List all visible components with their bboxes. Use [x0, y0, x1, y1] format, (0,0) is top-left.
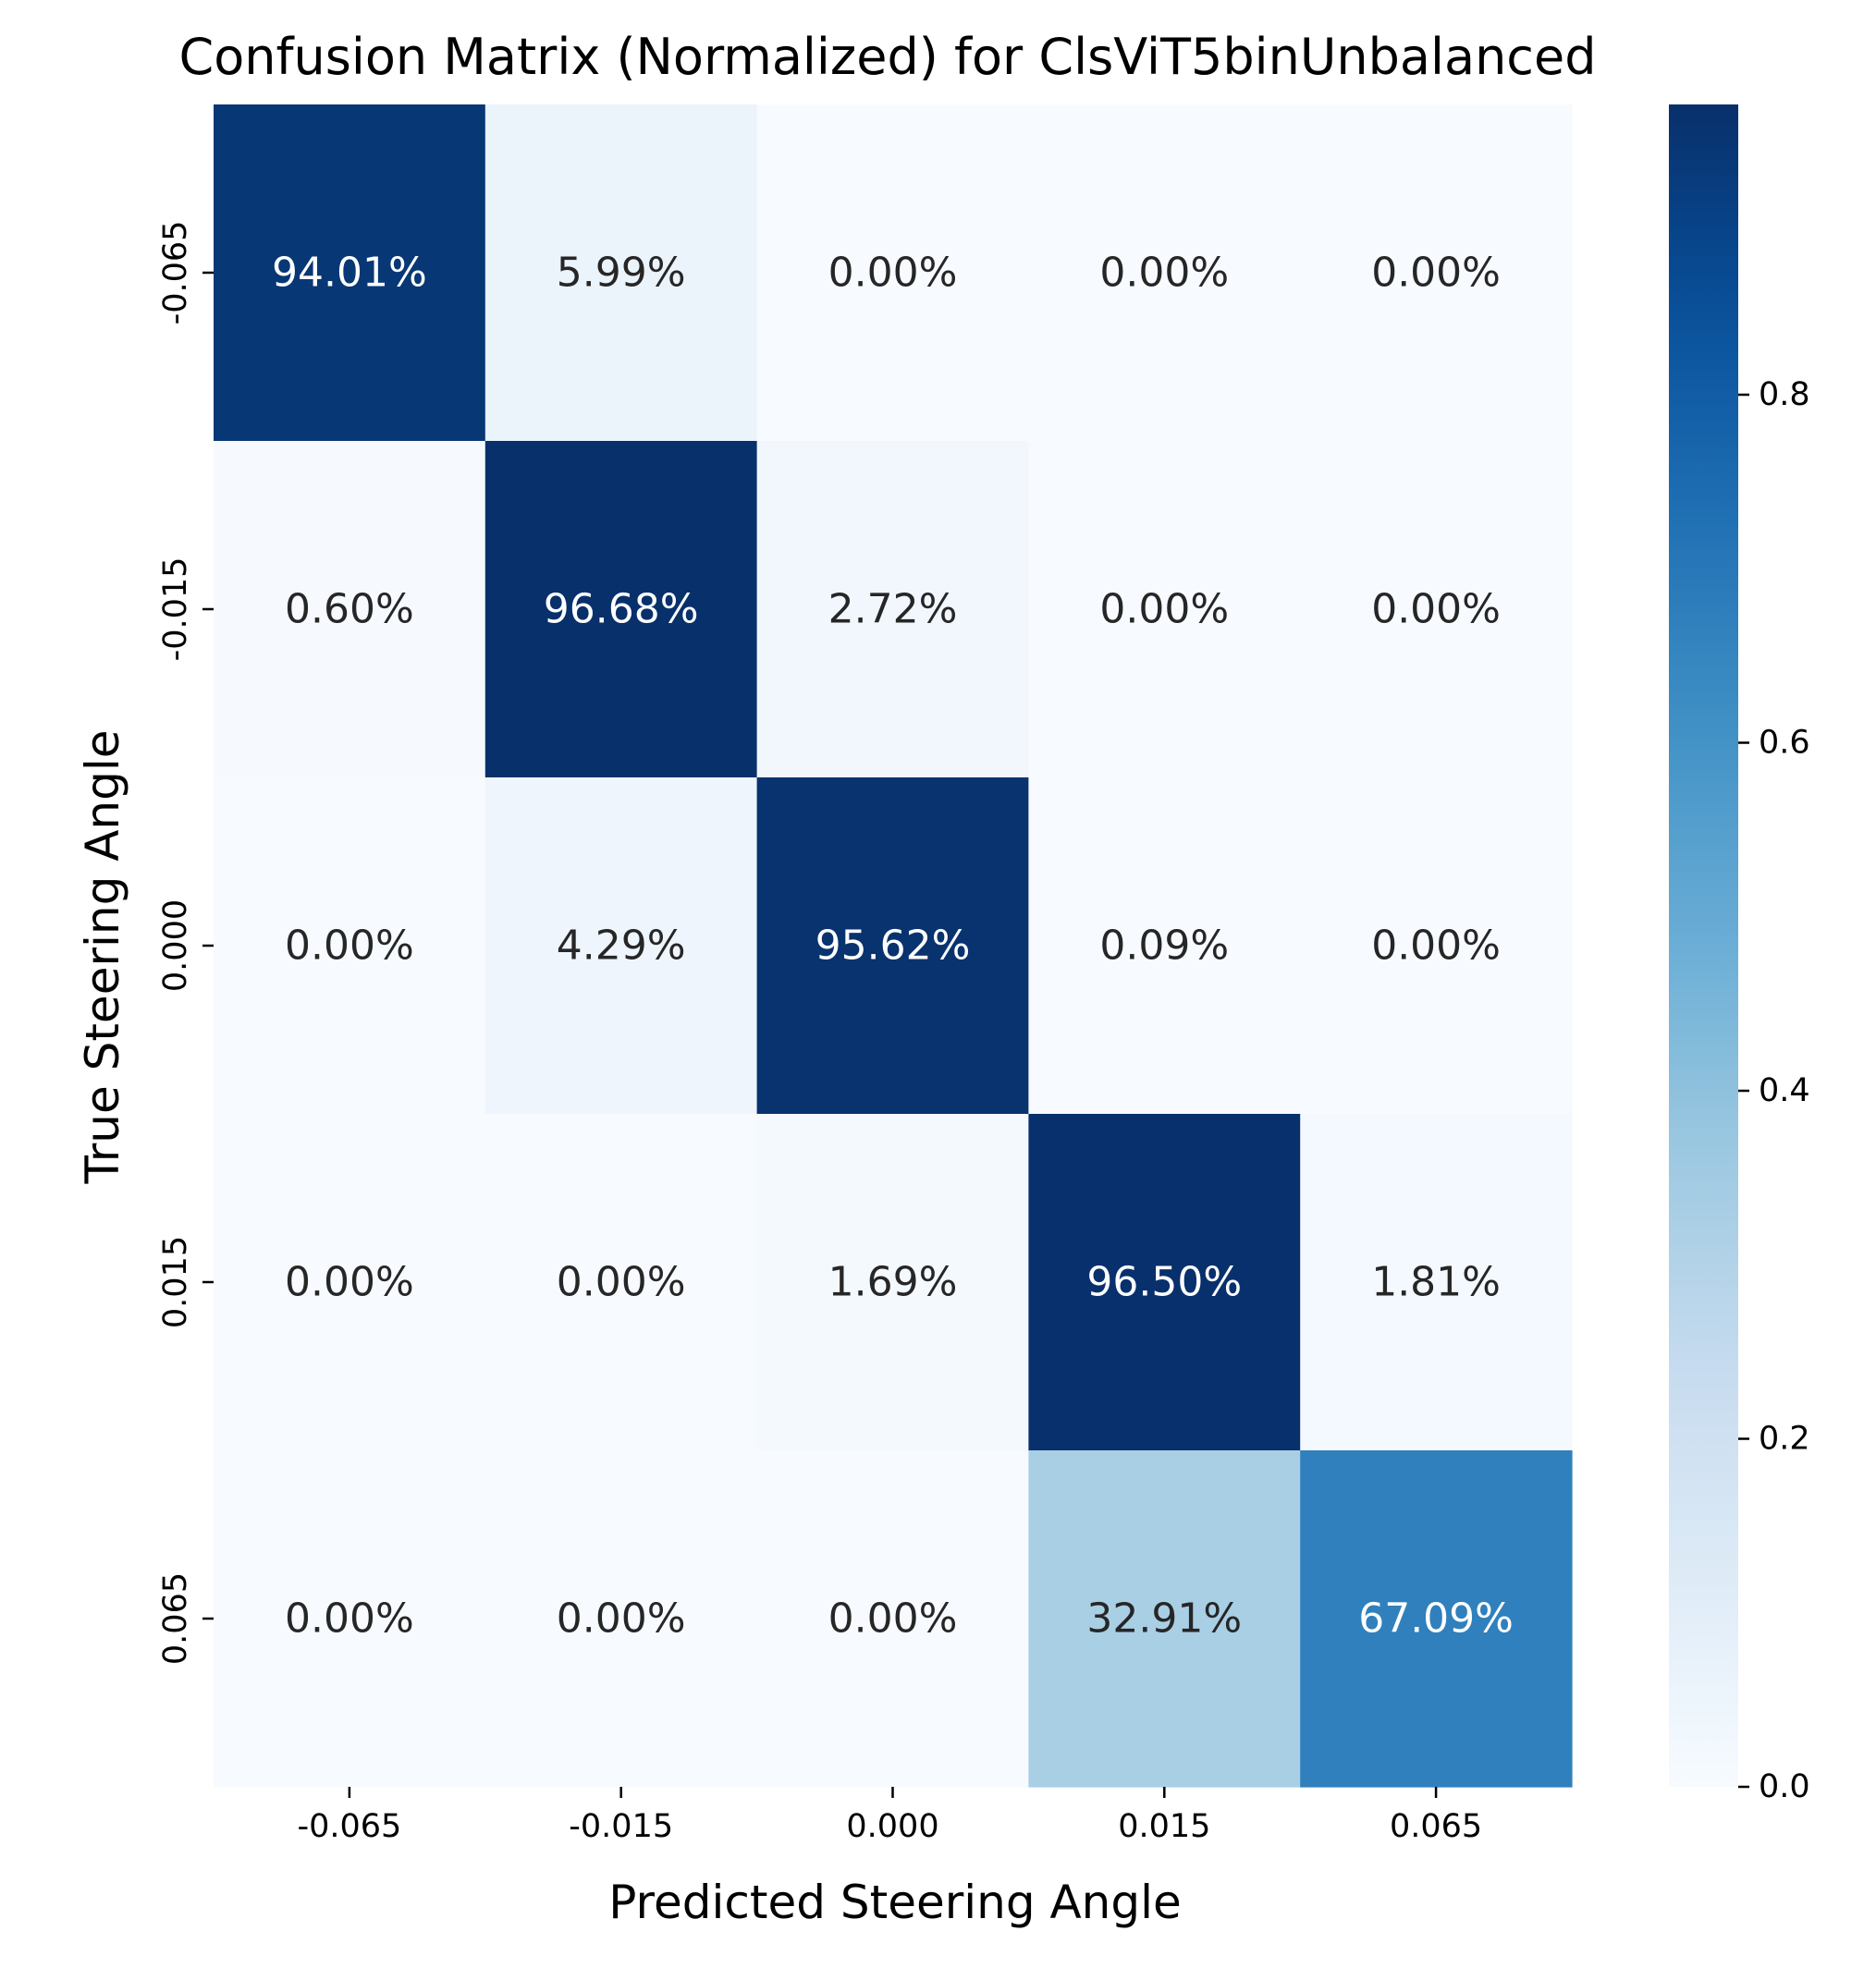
heatmap-cell-2-1: [484, 777, 758, 1115]
heatmap-cell-1-4: [1300, 441, 1573, 778]
heatmap-cell-3-3: [1028, 1114, 1301, 1451]
heatmap-cell-2-4: [1300, 777, 1573, 1115]
cell-annotation-1-3: 0.00%: [1099, 586, 1229, 633]
cell-annotation-2-3: 0.09%: [1099, 923, 1229, 970]
cell-annotation-3-2: 1.69%: [828, 1259, 958, 1306]
cell-annotation-4-4: 67.09%: [1358, 1595, 1514, 1643]
heatmap-cell-4-3: [1028, 1450, 1301, 1788]
heatmap-cell-4-1: [484, 1450, 758, 1788]
heatmap-cell-4-4: [1300, 1450, 1573, 1788]
heatmap: 94.01% 5.99% 0.00% 0.00% 0.00% 0.60% 96.68% 2.7…: [214, 104, 1573, 1788]
y-axis-label: True Steering Angle: [76, 729, 129, 1184]
cell-annotation-2-0: 0.00%: [285, 923, 414, 970]
heatmap-cell-3-2: [756, 1114, 1029, 1451]
cell-annotation-3-4: 1.81%: [1371, 1259, 1501, 1306]
cell-annotation-4-0: 0.00%: [285, 1595, 414, 1643]
cell-annotation-0-0: 94.01%: [272, 250, 427, 297]
y-tick-label-2: 0.000: [157, 899, 194, 992]
heatmap-cell-1-2: [756, 441, 1029, 778]
y-tick-label-0: -0.065: [157, 221, 194, 325]
cell-annotation-1-2: 2.72%: [828, 586, 958, 633]
heatmap-cell-0-1: [484, 104, 758, 442]
cell-annotation-0-2: 0.00%: [828, 250, 958, 297]
colorbar-tick-label-2: 0.4: [1759, 1072, 1810, 1109]
cell-annotation-1-0: 0.60%: [285, 586, 414, 633]
colorbar-tick-label-0: 0.0: [1759, 1768, 1810, 1805]
x-tick-label-0: -0.065: [297, 1808, 401, 1845]
cell-annotation-0-3: 0.00%: [1099, 250, 1229, 297]
cell-annotation-2-4: 0.00%: [1371, 923, 1501, 970]
colorbar-tick-label-4: 0.8: [1759, 376, 1810, 413]
y-tick-label-3: 0.015: [157, 1236, 194, 1328]
colorbar-tick-label-3: 0.6: [1759, 725, 1810, 762]
cell-annotation-1-4: 0.00%: [1371, 586, 1501, 633]
colorbar-tick-label-1: 0.2: [1759, 1421, 1810, 1458]
colorbar-gradient: [1669, 104, 1738, 1787]
y-tick-label-4: 0.065: [157, 1572, 194, 1665]
heatmap-cell-0-3: [1028, 104, 1301, 442]
heatmap-cell-2-2: [756, 777, 1029, 1115]
heatmap-cell-3-4: [1300, 1114, 1573, 1451]
heatmap-cell-0-4: [1300, 104, 1573, 442]
heatmap-cell-1-1: [484, 441, 758, 778]
heatmap-cell-1-3: [1028, 441, 1301, 778]
cell-annotation-3-1: 0.00%: [557, 1259, 686, 1306]
cell-annotation-4-3: 32.91%: [1086, 1595, 1242, 1643]
cell-annotation-0-1: 5.99%: [557, 250, 686, 297]
y-tick-label-1: -0.015: [157, 557, 194, 662]
heatmap-cell-0-0: [214, 104, 486, 442]
cell-annotation-0-4: 0.00%: [1371, 250, 1501, 297]
x-tick-label-4: 0.065: [1390, 1808, 1482, 1845]
chart-title: Confusion Matrix (Normalized) for ClsViT…: [179, 28, 1597, 86]
cell-annotation-2-1: 4.29%: [557, 923, 686, 970]
x-tick-label-3: 0.015: [1118, 1808, 1210, 1845]
x-tick-label-1: -0.015: [569, 1808, 673, 1845]
x-tick-label-2: 0.000: [846, 1808, 938, 1845]
heatmap-cell-4-0: [214, 1450, 486, 1788]
colorbar: 0.0 0.2 0.4 0.6 0.8: [1669, 104, 1810, 1805]
heatmap-cell-1-0: [214, 441, 486, 778]
cell-annotation-1-1: 96.68%: [544, 586, 699, 633]
cell-annotation-3-0: 0.00%: [285, 1259, 414, 1306]
x-axis: -0.065 -0.015 0.000 0.015 0.065: [297, 1787, 1482, 1845]
cell-annotation-4-2: 0.00%: [828, 1595, 958, 1643]
x-axis-label: Predicted Steering Angle: [608, 1876, 1182, 1929]
heatmap-cell-3-0: [214, 1114, 486, 1451]
cell-annotation-2-2: 95.62%: [815, 923, 971, 970]
heatmap-cell-4-2: [756, 1450, 1029, 1788]
heatmap-cell-0-2: [756, 104, 1029, 442]
y-axis: -0.065 -0.015 0.000 0.015 0.065: [157, 221, 214, 1665]
heatmap-cell-2-3: [1028, 777, 1301, 1115]
heatmap-cell-3-1: [484, 1114, 758, 1451]
cell-annotation-3-3: 96.50%: [1086, 1259, 1242, 1306]
heatmap-cell-2-0: [214, 777, 486, 1115]
cell-annotation-4-1: 0.00%: [557, 1595, 686, 1643]
